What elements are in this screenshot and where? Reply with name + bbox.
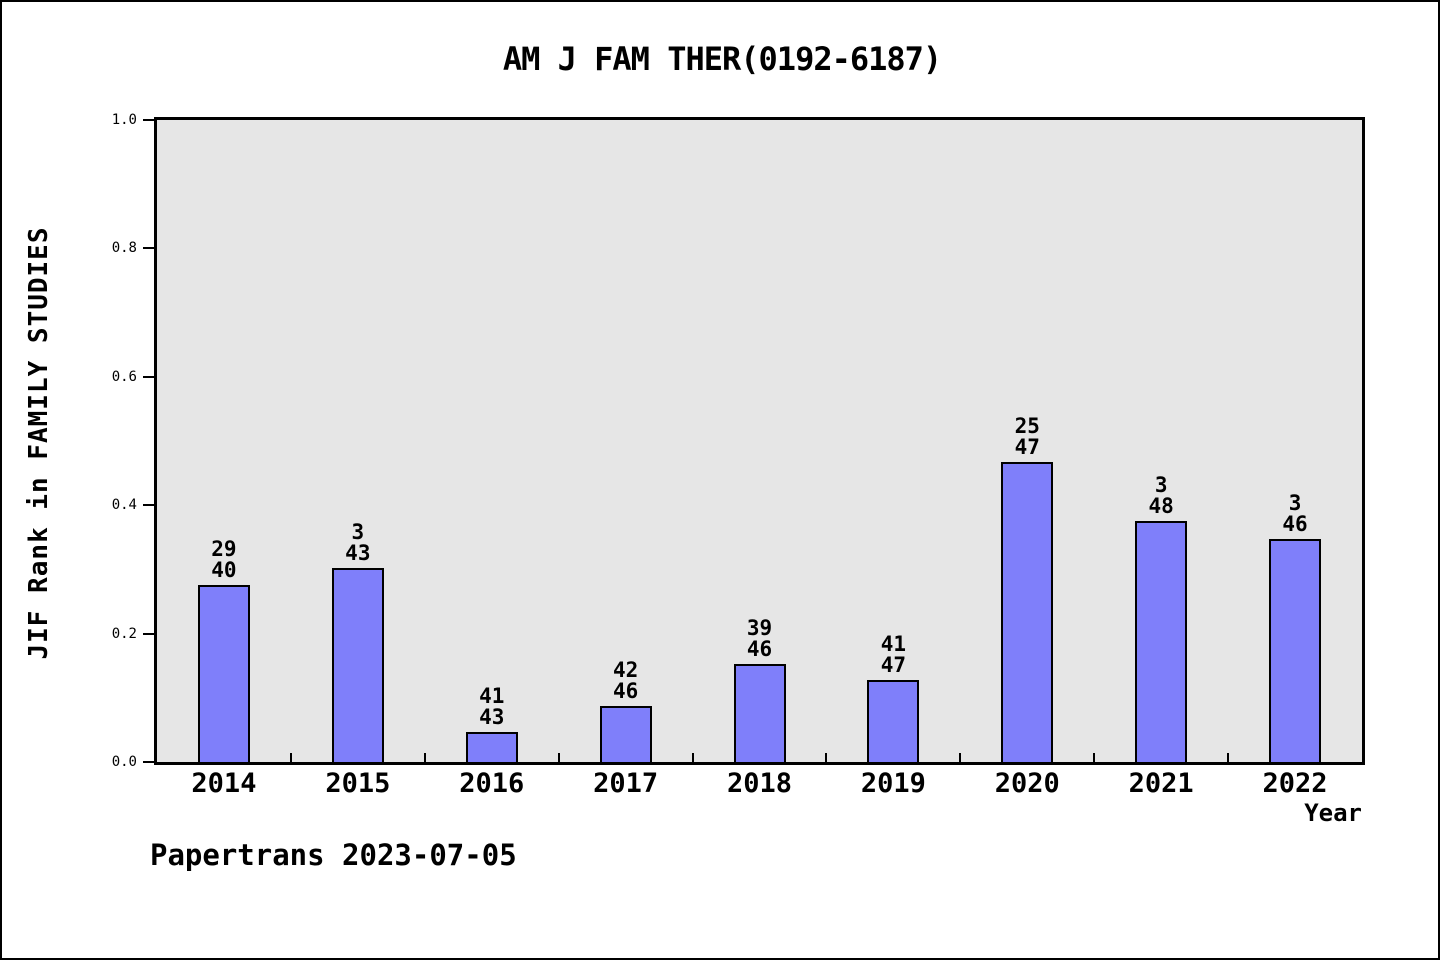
y-tick-label-0.4: 0.4 <box>111 497 137 514</box>
bar-value-label: 39 46 <box>746 616 773 661</box>
x-tick-mark <box>1227 753 1230 762</box>
y-tick-label-0.2: 0.2 <box>111 625 137 642</box>
bar-value-label: 41 47 <box>880 632 907 677</box>
y-tick-mark <box>143 632 154 635</box>
x-tick-label-2022: 2022 <box>1262 768 1328 799</box>
x-tick-mark <box>289 753 292 762</box>
bar-2022 <box>1269 539 1322 762</box>
x-tick-label-2016: 2016 <box>459 768 525 799</box>
bar-2020 <box>1001 462 1054 762</box>
bar-2017 <box>599 706 652 762</box>
y-tick-label-1.0: 1.0 <box>111 112 137 128</box>
x-tick-mark <box>557 753 560 762</box>
bar-value-label: 3 43 <box>345 520 371 565</box>
x-tick-label-2018: 2018 <box>726 768 793 799</box>
bar-value-label: 25 47 <box>1014 414 1040 459</box>
x-axis-label: Year <box>1304 799 1362 827</box>
x-tick-label-2019: 2019 <box>860 768 926 799</box>
chart-title: AM J FAM THER(0192-6187) <box>502 40 942 78</box>
x-tick-label-2020: 2020 <box>994 768 1060 799</box>
y-tick-label-0.8: 0.8 <box>111 240 137 257</box>
plot-area: 29 40 3 43 41 43 42 46 39 46 41 47 25 47 3 48 3 … <box>154 117 1365 765</box>
bar-2016 <box>465 732 518 762</box>
watermark-text: Papertrans 2023-07-05 <box>150 838 517 872</box>
bar-value-label: 3 48 <box>1148 473 1174 518</box>
y-tick-mark <box>143 761 154 763</box>
x-tick-mark <box>1093 753 1096 762</box>
bar-value-label: 3 46 <box>1282 491 1308 536</box>
bar-2014 <box>197 585 250 762</box>
x-tick-mark <box>959 753 962 762</box>
x-tick-label-2015: 2015 <box>325 768 391 799</box>
y-tick-label-0.6: 0.6 <box>111 368 137 385</box>
y-tick-label-0.0: 0.0 <box>111 754 137 770</box>
y-tick-mark <box>143 119 154 121</box>
x-tick-label-2021: 2021 <box>1128 768 1194 799</box>
x-tick-mark <box>825 753 828 762</box>
x-tick-mark <box>691 753 694 762</box>
x-tick-label-2017: 2017 <box>593 768 659 799</box>
bar-value-label: 29 40 <box>211 537 237 582</box>
y-tick-mark <box>143 247 154 250</box>
bar-2018 <box>733 664 786 762</box>
bar-2021 <box>1135 521 1188 762</box>
y-tick-mark <box>143 375 154 378</box>
x-tick-label-2014: 2014 <box>191 768 257 799</box>
y-axis-label: JIF Rank in FAMILY STUDIES <box>24 226 54 660</box>
bar-value-label: 41 43 <box>479 684 505 729</box>
y-tick-mark <box>143 504 154 507</box>
x-tick-mark <box>423 753 426 762</box>
bar-value-label: 42 46 <box>612 658 639 703</box>
bar-2015 <box>331 568 384 762</box>
bar-2019 <box>867 680 920 762</box>
